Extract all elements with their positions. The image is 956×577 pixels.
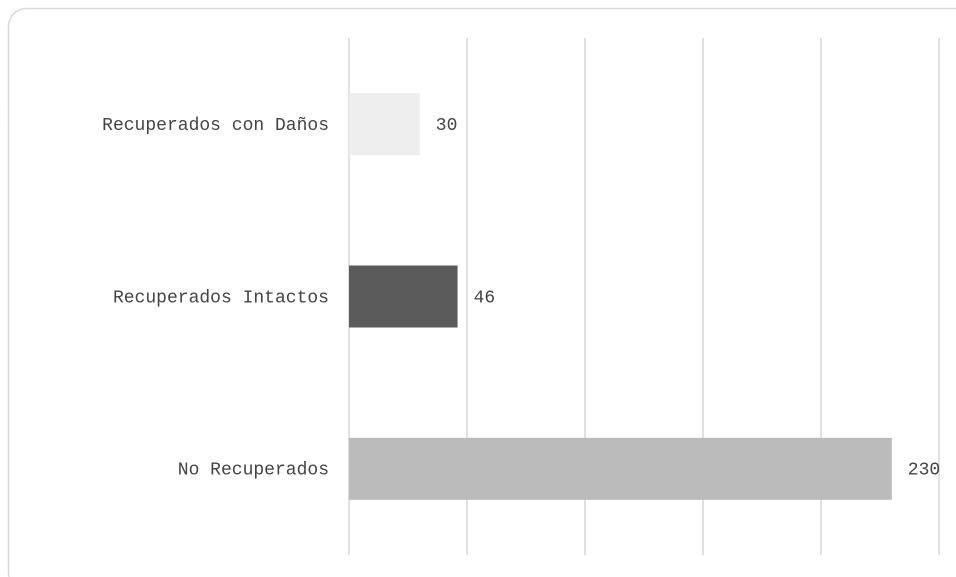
data-label: 46 — [474, 288, 496, 308]
data-label: 30 — [436, 116, 458, 136]
data-label: 230 — [908, 461, 940, 481]
bar — [349, 437, 892, 500]
bar — [349, 93, 420, 156]
bar — [349, 265, 458, 328]
y-tick-label: No Recuperados — [178, 461, 329, 481]
card — [7, 7, 956, 577]
y-tick-label: Recuperados con Daños — [102, 116, 329, 136]
y-tick-label: Recuperados Intactos — [113, 288, 329, 308]
